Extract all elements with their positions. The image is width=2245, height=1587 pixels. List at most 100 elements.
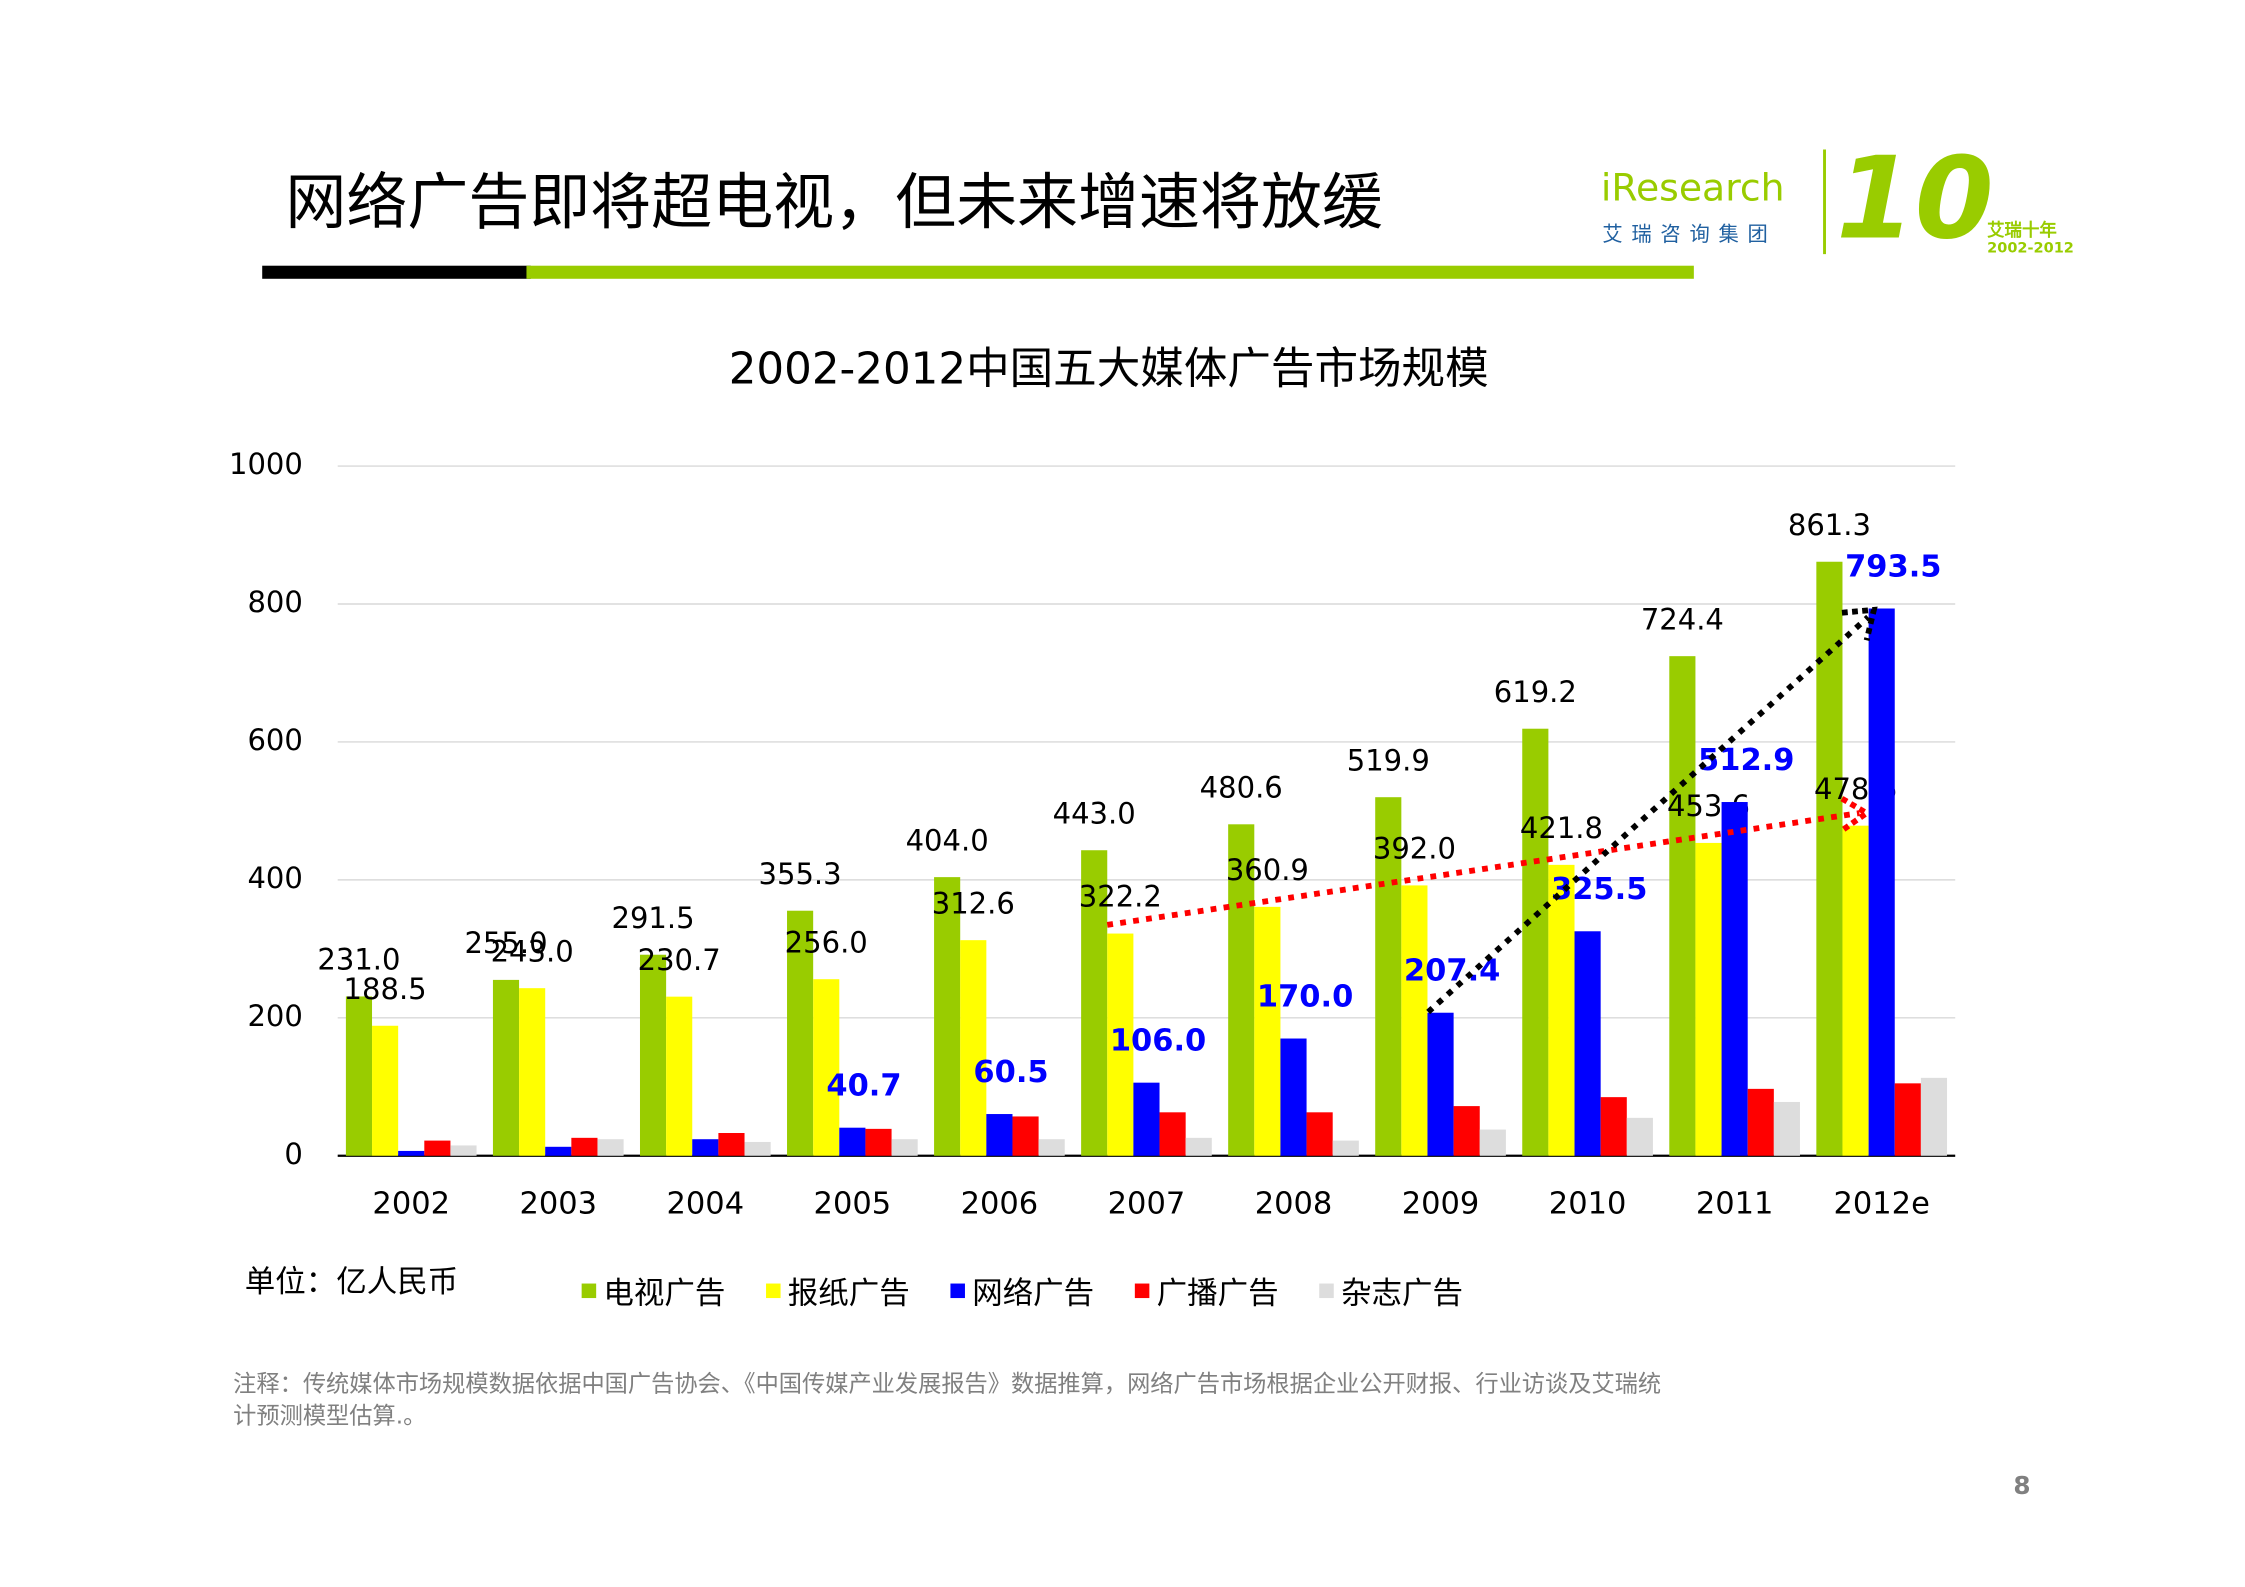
bar <box>398 1150 425 1156</box>
data-label: 170.0 <box>1257 979 1353 1014</box>
bar <box>1479 1129 1506 1156</box>
bar <box>1133 1082 1160 1156</box>
bar <box>1894 1083 1921 1156</box>
data-label: 188.5 <box>344 972 427 1006</box>
bar <box>666 996 693 1156</box>
bar <box>787 910 814 1156</box>
bar <box>1427 1012 1454 1156</box>
data-label: 243.0 <box>491 934 574 968</box>
bar <box>450 1145 477 1156</box>
data-label: 480.6 <box>1200 770 1283 804</box>
bar <box>813 979 840 1156</box>
data-label: 619.2 <box>1494 675 1577 709</box>
legend-label: 广播广告 <box>1157 1277 1279 1312</box>
data-label: 443.0 <box>1053 796 1136 830</box>
bar <box>1159 1112 1186 1156</box>
unit-label: 单位：亿人民币 <box>245 1265 458 1300</box>
title-bar-dark <box>262 265 531 279</box>
data-label: 312.6 <box>932 886 1015 920</box>
plot: 0 200 400 600 800 1000 231.0 255.0 291.5 355.3 404… <box>229 447 1956 1312</box>
bar <box>1842 825 1869 1156</box>
x-tick-label: 2002 <box>372 1187 450 1222</box>
bar <box>1522 728 1549 1156</box>
bar <box>1773 1101 1800 1156</box>
bar <box>1574 931 1601 1156</box>
y-tick-label: 200 <box>247 999 302 1033</box>
data-label: 60.5 <box>973 1055 1048 1090</box>
data-label: 207.4 <box>1404 954 1500 989</box>
data-label: 291.5 <box>612 901 695 935</box>
x-tick-label: 2003 <box>519 1187 597 1222</box>
bar <box>1626 1117 1653 1156</box>
bar <box>891 1139 918 1156</box>
data-label: 256.0 <box>785 925 868 959</box>
data-label: 360.9 <box>1226 853 1309 887</box>
bar <box>372 1025 399 1156</box>
data-label: 322.2 <box>1079 880 1162 914</box>
y-tick-label: 800 <box>247 585 302 619</box>
bar <box>597 1139 624 1156</box>
data-label: 861.3 <box>1788 508 1871 542</box>
footnote: 注释：传统媒体市场规模数据依据中国广告协会、《中国传媒产业发展报告》数据推算，网… <box>233 1371 1661 1398</box>
data-label: 519.9 <box>1347 743 1430 777</box>
bar <box>744 1141 771 1156</box>
data-label: 231.0 <box>317 943 400 977</box>
bar <box>839 1127 866 1156</box>
data-label: 106.0 <box>1110 1024 1206 1059</box>
bar <box>1920 1077 1948 1156</box>
x-tick-label: 2004 <box>667 1187 745 1222</box>
bar <box>1038 1139 1065 1156</box>
bar <box>1868 608 1895 1156</box>
bar <box>865 1128 892 1156</box>
legend-swatch <box>581 1283 597 1299</box>
bar <box>1081 850 1108 1156</box>
bar <box>1548 864 1575 1156</box>
logo-ten-years: 艾瑞十年 <box>1987 220 2057 241</box>
bar <box>1747 1088 1774 1156</box>
y-tick-label: 1000 <box>229 447 303 481</box>
logo-years: 2002-2012 <box>1987 240 2074 256</box>
bar <box>1185 1137 1212 1156</box>
data-label: 40.7 <box>826 1069 901 1104</box>
x-tick-label: 2006 <box>961 1187 1039 1222</box>
bar <box>718 1133 745 1156</box>
legend-swatch <box>766 1283 781 1299</box>
bar <box>1228 824 1255 1156</box>
data-label: 512.9 <box>1698 743 1794 778</box>
bar <box>1375 797 1402 1156</box>
page-title: 网络广告即将超电视，但未来增速将放缓 <box>285 167 1382 238</box>
logo-group: 艾瑞咨询集团 <box>1602 222 1776 246</box>
bar <box>1401 885 1428 1156</box>
legend-swatch <box>1319 1283 1334 1299</box>
bar <box>424 1140 451 1156</box>
page-number: 8 <box>2013 1471 2030 1500</box>
footnote: 计预测模型估算.。 <box>233 1403 426 1430</box>
bar <box>639 954 667 1156</box>
data-label: 404.0 <box>906 823 989 857</box>
bar <box>1107 933 1134 1156</box>
logo-brand: iResearch <box>1601 166 1785 210</box>
data-label: 793.5 <box>1845 549 1941 584</box>
bar <box>1721 802 1748 1156</box>
legend-label: 杂志广告 <box>1341 1277 1463 1312</box>
x-tick-label: 2010 <box>1549 1187 1627 1222</box>
bar <box>960 940 987 1156</box>
legend-swatch <box>1134 1283 1150 1299</box>
bar <box>1695 842 1722 1156</box>
bar <box>1669 656 1696 1156</box>
x-tick-label: 2007 <box>1108 1187 1186 1222</box>
data-label: 421.8 <box>1520 811 1603 845</box>
bar <box>345 996 373 1156</box>
y-tick-label: 0 <box>284 1137 302 1171</box>
data-label: 355.3 <box>759 857 842 891</box>
data-label: 255.0 <box>464 926 547 960</box>
bar <box>571 1137 598 1156</box>
legend-swatch <box>950 1283 965 1299</box>
bar <box>1254 906 1281 1156</box>
legend-label: 网络广告 <box>972 1277 1094 1312</box>
data-label: 392.0 <box>1373 832 1456 866</box>
data-label: 724.4 <box>1641 602 1724 636</box>
x-tick-label: 2012e <box>1834 1187 1930 1222</box>
y-tick-label: 600 <box>247 723 302 757</box>
